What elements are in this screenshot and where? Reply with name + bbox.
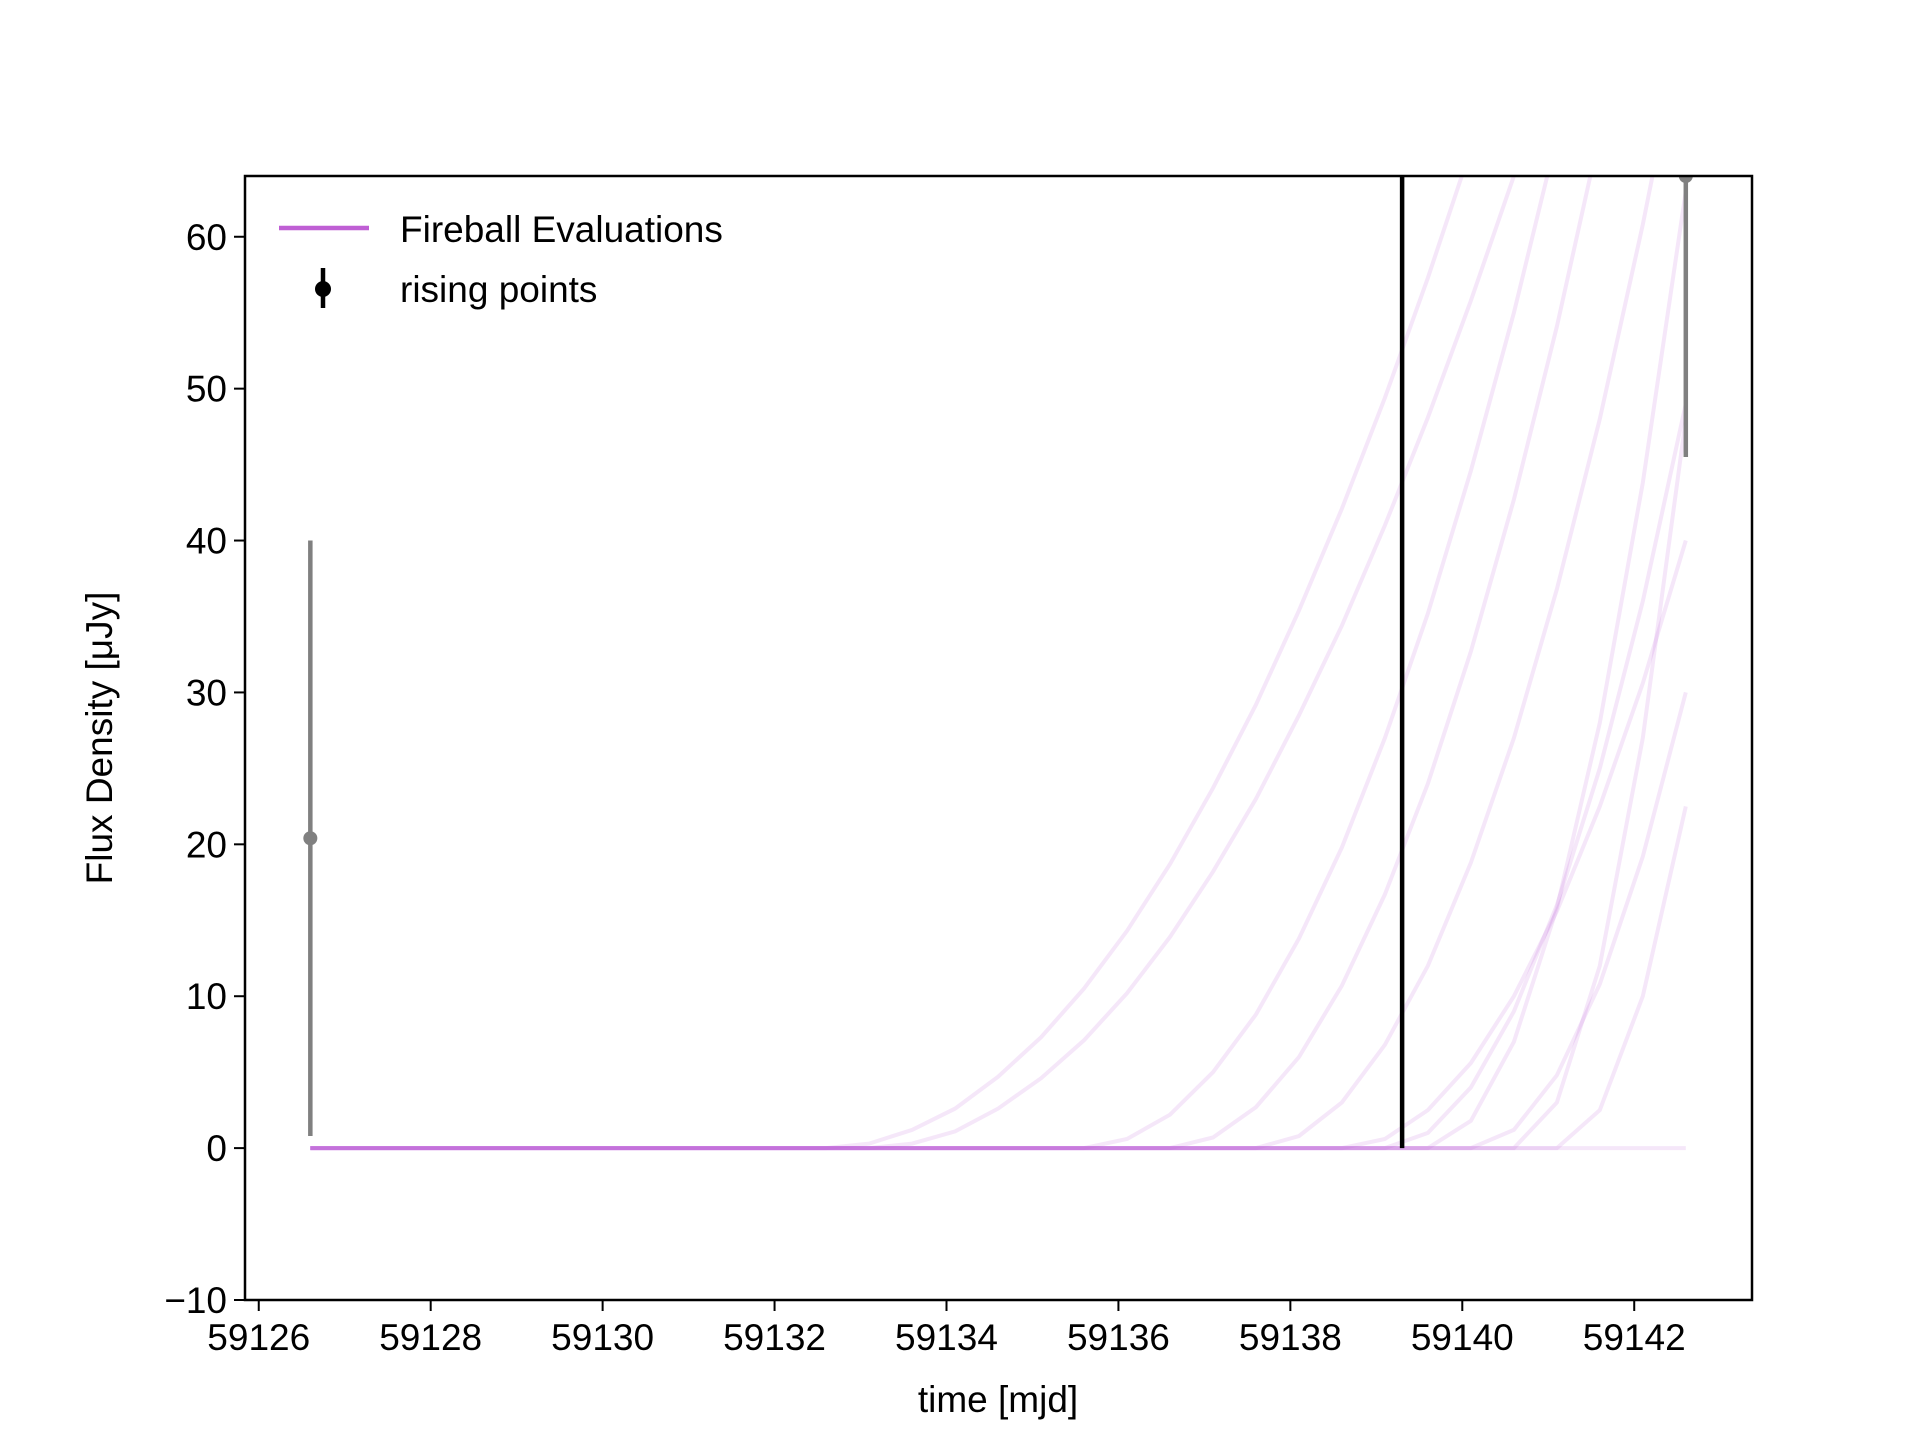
fireball-curve bbox=[310, 190, 1688, 1151]
plot-area bbox=[303, 176, 1693, 1151]
fireball-curve bbox=[310, 691, 1688, 1151]
x-tick-label: 59134 bbox=[895, 1317, 998, 1358]
fireball-curve bbox=[310, 176, 1550, 1151]
y-tick-label: 30 bbox=[186, 672, 227, 713]
x-tick-label: 59130 bbox=[551, 1317, 654, 1358]
fireball-curve bbox=[310, 176, 1464, 1151]
x-tick-label: 59138 bbox=[1239, 1317, 1342, 1358]
data-point bbox=[1678, 176, 1693, 183]
legend-label: Fireball Evaluations bbox=[400, 209, 723, 250]
fireball-curve bbox=[310, 403, 1688, 1151]
y-axis-label: Flux Density [μJy] bbox=[79, 592, 120, 885]
x-tick-label: 59136 bbox=[1067, 1317, 1170, 1358]
data-point bbox=[303, 831, 318, 846]
y-tick-label: 50 bbox=[186, 369, 227, 410]
y-tick-label: 20 bbox=[186, 824, 227, 865]
x-tick-label: 59132 bbox=[723, 1317, 826, 1358]
y-tick-label: 0 bbox=[206, 1128, 227, 1169]
x-tick-label: 59128 bbox=[379, 1317, 482, 1358]
y-tick-label: 40 bbox=[186, 521, 227, 562]
legend-label: rising points bbox=[400, 269, 597, 310]
y-tick-label: −10 bbox=[164, 1280, 227, 1321]
fireball-curve bbox=[310, 176, 1593, 1151]
y-tick-label: 10 bbox=[186, 976, 227, 1017]
fireball-curve bbox=[310, 805, 1688, 1151]
fireball-curve bbox=[310, 176, 1517, 1151]
x-tick-label: 59140 bbox=[1411, 1317, 1514, 1358]
y-tick-label: 60 bbox=[186, 217, 227, 258]
legend-swatch bbox=[315, 281, 331, 297]
fireball-curve bbox=[310, 176, 1655, 1151]
legend: Fireball Evaluations rising points bbox=[400, 209, 723, 310]
fireball-curve bbox=[310, 418, 1688, 1151]
x-tick-label: 59126 bbox=[207, 1317, 310, 1358]
x-axis-label: time [mjd] bbox=[918, 1379, 1078, 1420]
axes-frame bbox=[243, 174, 1754, 1302]
x-tick-label: 59142 bbox=[1583, 1317, 1686, 1358]
fireball-curve bbox=[310, 539, 1688, 1151]
